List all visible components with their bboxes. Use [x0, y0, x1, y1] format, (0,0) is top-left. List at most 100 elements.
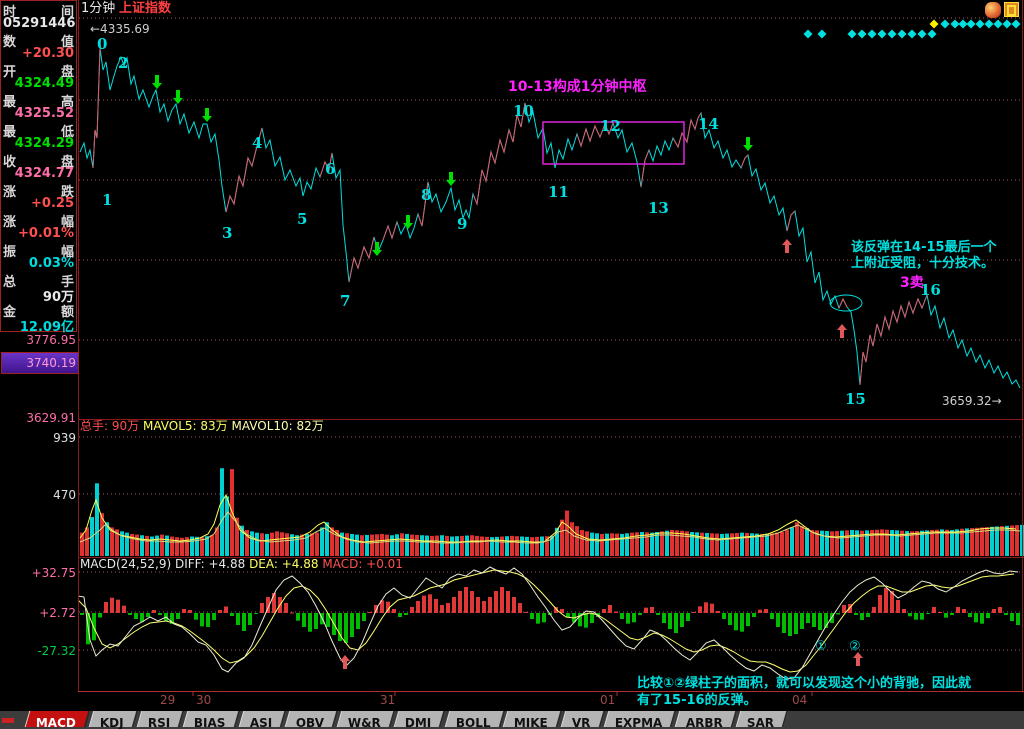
- macd-bar-negative: [788, 613, 792, 636]
- volume-bar: [85, 527, 89, 556]
- volume-bar: [550, 535, 554, 556]
- volume-bar: [520, 536, 524, 556]
- quote-field-value: +20.30: [21, 46, 74, 61]
- macd-bar-negative: [632, 613, 636, 623]
- volume-bar: [245, 530, 249, 556]
- signal-diamond-icon: [927, 29, 937, 39]
- dea-line: [77, 569, 1015, 673]
- macd-bar-positive: [890, 591, 894, 613]
- volume-bar: [630, 532, 634, 556]
- macd-bar-positive: [500, 587, 504, 613]
- rebound-annotation-line2: 上附近受阻，十分技术。: [851, 256, 995, 271]
- volume-bar: [930, 530, 934, 556]
- tab-rsi[interactable]: RSI: [136, 711, 185, 729]
- volume-bar: [500, 536, 504, 556]
- tab-sar[interactable]: SAR: [735, 711, 789, 729]
- time-axis-label: 30: [196, 693, 212, 707]
- volume-bar: [425, 535, 429, 556]
- volume-bar: [105, 522, 109, 556]
- macd-bar-negative: [638, 613, 642, 615]
- volume-bar: [705, 532, 709, 556]
- volume-bar: [625, 533, 629, 556]
- volume-bar: [695, 532, 699, 556]
- volume-bar: [950, 530, 954, 556]
- volume-bar: [840, 530, 844, 556]
- window-icon[interactable]: [1004, 2, 1019, 17]
- volume-bar: [665, 530, 669, 556]
- volume-bar: [100, 513, 104, 556]
- macd-bar-positive: [290, 612, 294, 614]
- tab-asi[interactable]: ASI: [238, 711, 287, 729]
- macd-bar-negative: [98, 613, 102, 618]
- volume-bar: [165, 535, 169, 556]
- diff-line: [77, 566, 1019, 680]
- macd-bar-negative: [968, 613, 972, 617]
- macd-bar-positive: [422, 595, 426, 613]
- volume-bar: [325, 522, 329, 556]
- volume-bar: [540, 536, 544, 556]
- volume-bar: [1010, 525, 1014, 556]
- volume-bar: [340, 532, 344, 556]
- volume-bar: [850, 530, 854, 556]
- volume-bar: [455, 536, 459, 556]
- volume-bar: [810, 530, 814, 556]
- tab-boll[interactable]: BOLL: [444, 711, 505, 729]
- period-label[interactable]: 1分钟: [81, 1, 116, 16]
- volume-bar: [195, 536, 199, 556]
- volume-bar: [140, 535, 144, 556]
- volume-bar: [505, 536, 509, 556]
- macd-bar-negative: [770, 613, 774, 619]
- macd-bar-positive: [488, 597, 492, 613]
- signal-diamond-icon: [803, 29, 813, 39]
- volume-bar: [430, 535, 434, 556]
- volume-bar: [200, 537, 204, 556]
- volume-bar: [180, 537, 184, 556]
- macd-bar-negative: [356, 613, 360, 629]
- volume-bar: [555, 527, 559, 556]
- down-arrow-icon: [446, 172, 456, 186]
- macd-bar-positive: [644, 607, 648, 613]
- tab-dmi[interactable]: DMI: [393, 711, 446, 729]
- macd-bar-positive: [932, 607, 936, 613]
- quote-field-label: 时间: [3, 5, 74, 20]
- macd-axis-label: +32.75: [31, 566, 76, 580]
- macd-bar-positive: [470, 591, 474, 613]
- time-axis-label: 31: [380, 693, 396, 707]
- down-arrow-icon: [202, 108, 212, 122]
- volume-bar: [795, 522, 799, 556]
- macd-bar-positive: [614, 611, 618, 613]
- tab-bias[interactable]: BIAS: [182, 711, 240, 729]
- tab-kdj[interactable]: KDJ: [88, 711, 139, 729]
- tab-obv[interactable]: OBV: [284, 711, 339, 729]
- volume-bar: [690, 531, 694, 556]
- macd-bar-negative: [734, 613, 738, 631]
- volume-bar: [845, 530, 849, 556]
- tab-wr[interactable]: W&R: [336, 711, 396, 729]
- tab-mike[interactable]: MIKE: [502, 711, 563, 729]
- down-arrow-icon: [743, 137, 753, 151]
- macd-bar-negative: [752, 613, 756, 617]
- macd-bar-positive: [116, 599, 120, 613]
- volume-bar: [575, 526, 579, 556]
- up-arrow-icon: [340, 655, 350, 669]
- volume-bar: [955, 529, 959, 556]
- mascot-icon[interactable]: [985, 2, 1001, 18]
- tab-expma[interactable]: EXPMA: [603, 711, 677, 729]
- tab-vr[interactable]: VR: [560, 711, 605, 729]
- volume-bar: [240, 525, 244, 556]
- volume-bar: [450, 536, 454, 556]
- macd-bar-negative: [194, 613, 198, 620]
- symbol-label[interactable]: 上证指数: [119, 1, 172, 16]
- circled-one-label: ①: [815, 639, 827, 654]
- volume-bar: [250, 531, 254, 556]
- volume-bar: [445, 535, 449, 556]
- macd-bar-negative: [326, 613, 330, 627]
- tab-macd[interactable]: MACD: [24, 711, 91, 729]
- wave-label-10: 10: [513, 102, 534, 120]
- macd-bar-positive: [410, 607, 414, 613]
- quote-field-value: 12.09亿: [19, 320, 74, 335]
- quote-field-value: +0.01%: [18, 226, 74, 241]
- mavol5-line: [79, 493, 1017, 543]
- tab-arbr[interactable]: ARBR: [674, 711, 738, 729]
